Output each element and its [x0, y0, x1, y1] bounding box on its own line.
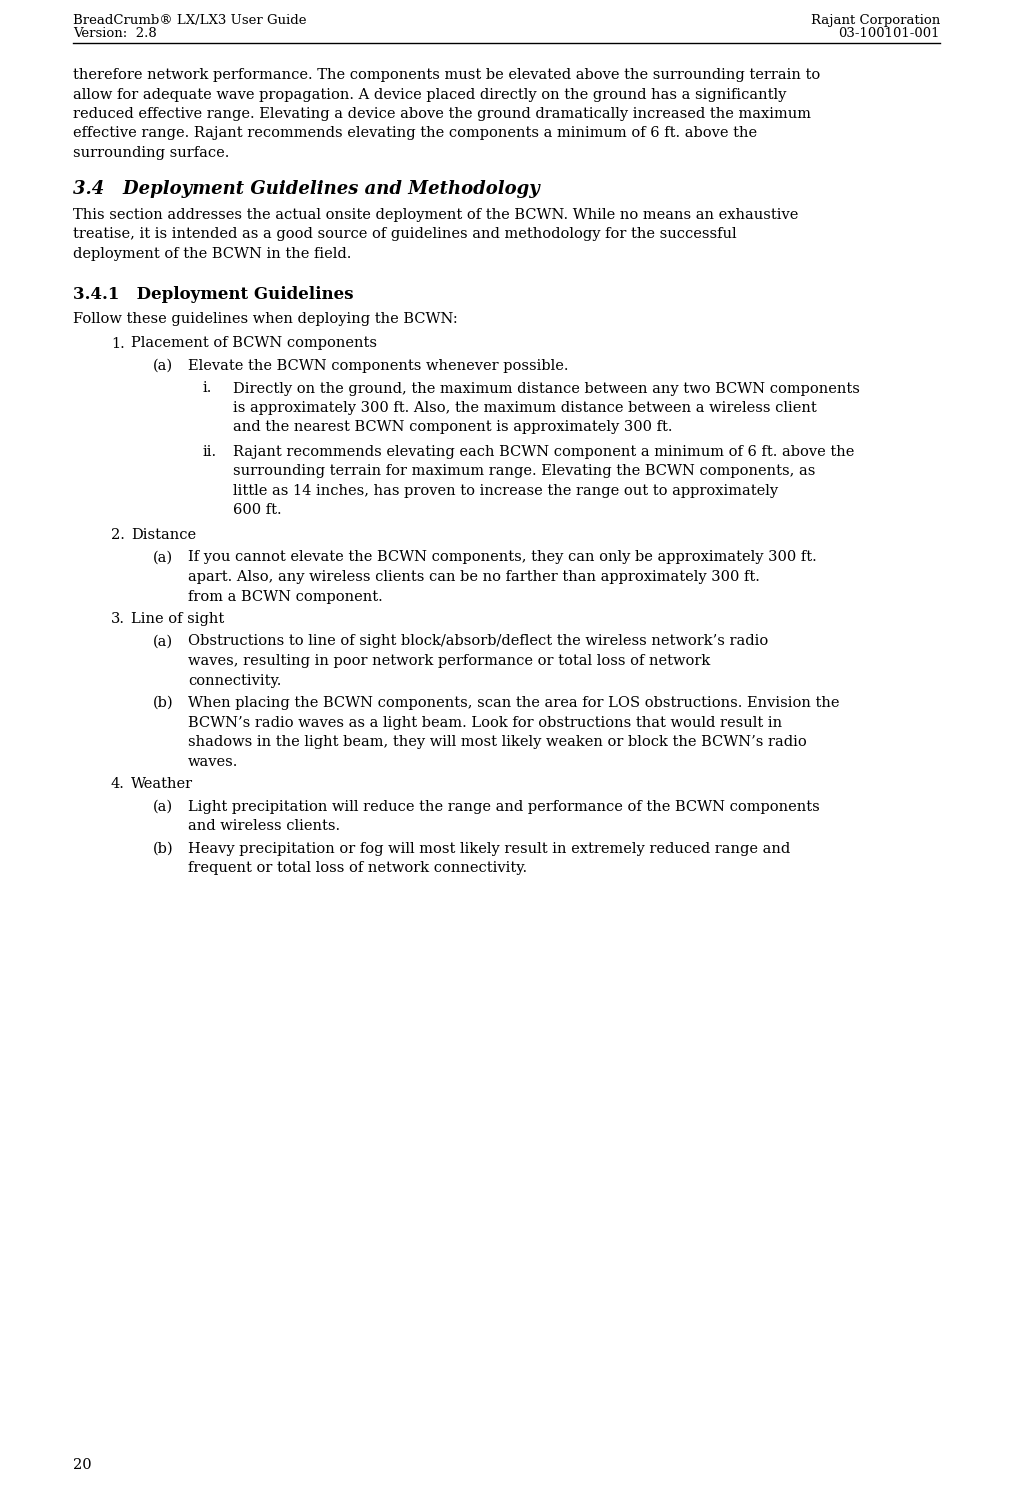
Text: from a BCWN component.: from a BCWN component.	[188, 590, 382, 603]
Text: 2.: 2.	[111, 528, 124, 542]
Text: connectivity.: connectivity.	[188, 673, 281, 688]
Text: 3.4.1   Deployment Guidelines: 3.4.1 Deployment Guidelines	[73, 287, 353, 303]
Text: Heavy precipitation or fog will most likely result in extremely reduced range an: Heavy precipitation or fog will most lik…	[188, 841, 790, 856]
Text: allow for adequate wave propagation. A device placed directly on the ground has : allow for adequate wave propagation. A d…	[73, 88, 786, 101]
Text: 20: 20	[73, 1458, 92, 1473]
Text: little as 14 inches, has proven to increase the range out to approximately: little as 14 inches, has proven to incre…	[233, 484, 777, 498]
Text: surrounding terrain for maximum range. Elevating the BCWN components, as: surrounding terrain for maximum range. E…	[233, 465, 815, 478]
Text: Rajant recommends elevating each BCWN component a minimum of 6 ft. above the: Rajant recommends elevating each BCWN co…	[233, 444, 853, 459]
Text: Version:  2.8: Version: 2.8	[73, 27, 157, 40]
Text: 03-100101-001: 03-100101-001	[838, 27, 939, 40]
Text: deployment of the BCWN in the field.: deployment of the BCWN in the field.	[73, 247, 351, 262]
Text: Elevate the BCWN components whenever possible.: Elevate the BCWN components whenever pos…	[188, 360, 568, 373]
Text: and wireless clients.: and wireless clients.	[188, 819, 340, 834]
Text: surrounding surface.: surrounding surface.	[73, 146, 229, 160]
Text: (a): (a)	[153, 799, 173, 813]
Text: waves.: waves.	[188, 755, 239, 768]
Text: This section addresses the actual onsite deployment of the BCWN. While no means : This section addresses the actual onsite…	[73, 208, 798, 221]
Text: apart. Also, any wireless clients can be no farther than approximately 300 ft.: apart. Also, any wireless clients can be…	[188, 571, 759, 584]
Text: Light precipitation will reduce the range and performance of the BCWN components: Light precipitation will reduce the rang…	[188, 799, 819, 813]
Text: 600 ft.: 600 ft.	[233, 504, 281, 517]
Text: If you cannot elevate the BCWN components, they can only be approximately 300 ft: If you cannot elevate the BCWN component…	[188, 550, 816, 565]
Text: 3.: 3.	[111, 612, 125, 626]
Text: (a): (a)	[153, 360, 173, 373]
Text: therefore network performance. The components must be elevated above the surroun: therefore network performance. The compo…	[73, 68, 820, 82]
Text: BCWN’s radio waves as a light beam. Look for obstructions that would result in: BCWN’s radio waves as a light beam. Look…	[188, 715, 782, 730]
Text: BreadCrumb® LX/LX3 User Guide: BreadCrumb® LX/LX3 User Guide	[73, 13, 306, 27]
Text: When placing the BCWN components, scan the area for LOS obstructions. Envision t: When placing the BCWN components, scan t…	[188, 695, 839, 710]
Text: i.: i.	[203, 382, 212, 395]
Text: frequent or total loss of network connectivity.: frequent or total loss of network connec…	[188, 860, 527, 875]
Text: and the nearest BCWN component is approximately 300 ft.: and the nearest BCWN component is approx…	[233, 421, 672, 434]
Text: Obstructions to line of sight block/absorb/deflect the wireless network’s radio: Obstructions to line of sight block/abso…	[188, 635, 767, 648]
Text: Follow these guidelines when deploying the BCWN:: Follow these guidelines when deploying t…	[73, 312, 457, 325]
Text: shadows in the light beam, they will most likely weaken or block the BCWN’s radi: shadows in the light beam, they will mos…	[188, 736, 806, 749]
Text: Placement of BCWN components: Placement of BCWN components	[130, 336, 377, 351]
Text: waves, resulting in poor network performance or total loss of network: waves, resulting in poor network perform…	[188, 654, 710, 669]
Text: Directly on the ground, the maximum distance between any two BCWN components: Directly on the ground, the maximum dist…	[233, 382, 859, 395]
Text: Rajant Corporation: Rajant Corporation	[810, 13, 939, 27]
Text: effective range. Rajant recommends elevating the components a minimum of 6 ft. a: effective range. Rajant recommends eleva…	[73, 126, 756, 141]
Text: reduced effective range. Elevating a device above the ground dramatically increa: reduced effective range. Elevating a dev…	[73, 107, 810, 120]
Text: Distance: Distance	[130, 528, 196, 542]
Text: (b): (b)	[153, 695, 174, 710]
Text: treatise, it is intended as a good source of guidelines and methodology for the : treatise, it is intended as a good sourc…	[73, 227, 736, 241]
Text: 1.: 1.	[111, 336, 124, 351]
Text: (a): (a)	[153, 550, 173, 565]
Text: Line of sight: Line of sight	[130, 612, 224, 626]
Text: is approximately 300 ft. Also, the maximum distance between a wireless client: is approximately 300 ft. Also, the maxim…	[233, 401, 816, 415]
Text: 4.: 4.	[111, 777, 124, 791]
Text: (b): (b)	[153, 841, 174, 856]
Text: Weather: Weather	[130, 777, 193, 791]
Text: ii.: ii.	[203, 444, 217, 459]
Text: (a): (a)	[153, 635, 173, 648]
Text: 3.4   Deployment Guidelines and Methodology: 3.4 Deployment Guidelines and Methodolog…	[73, 180, 539, 199]
